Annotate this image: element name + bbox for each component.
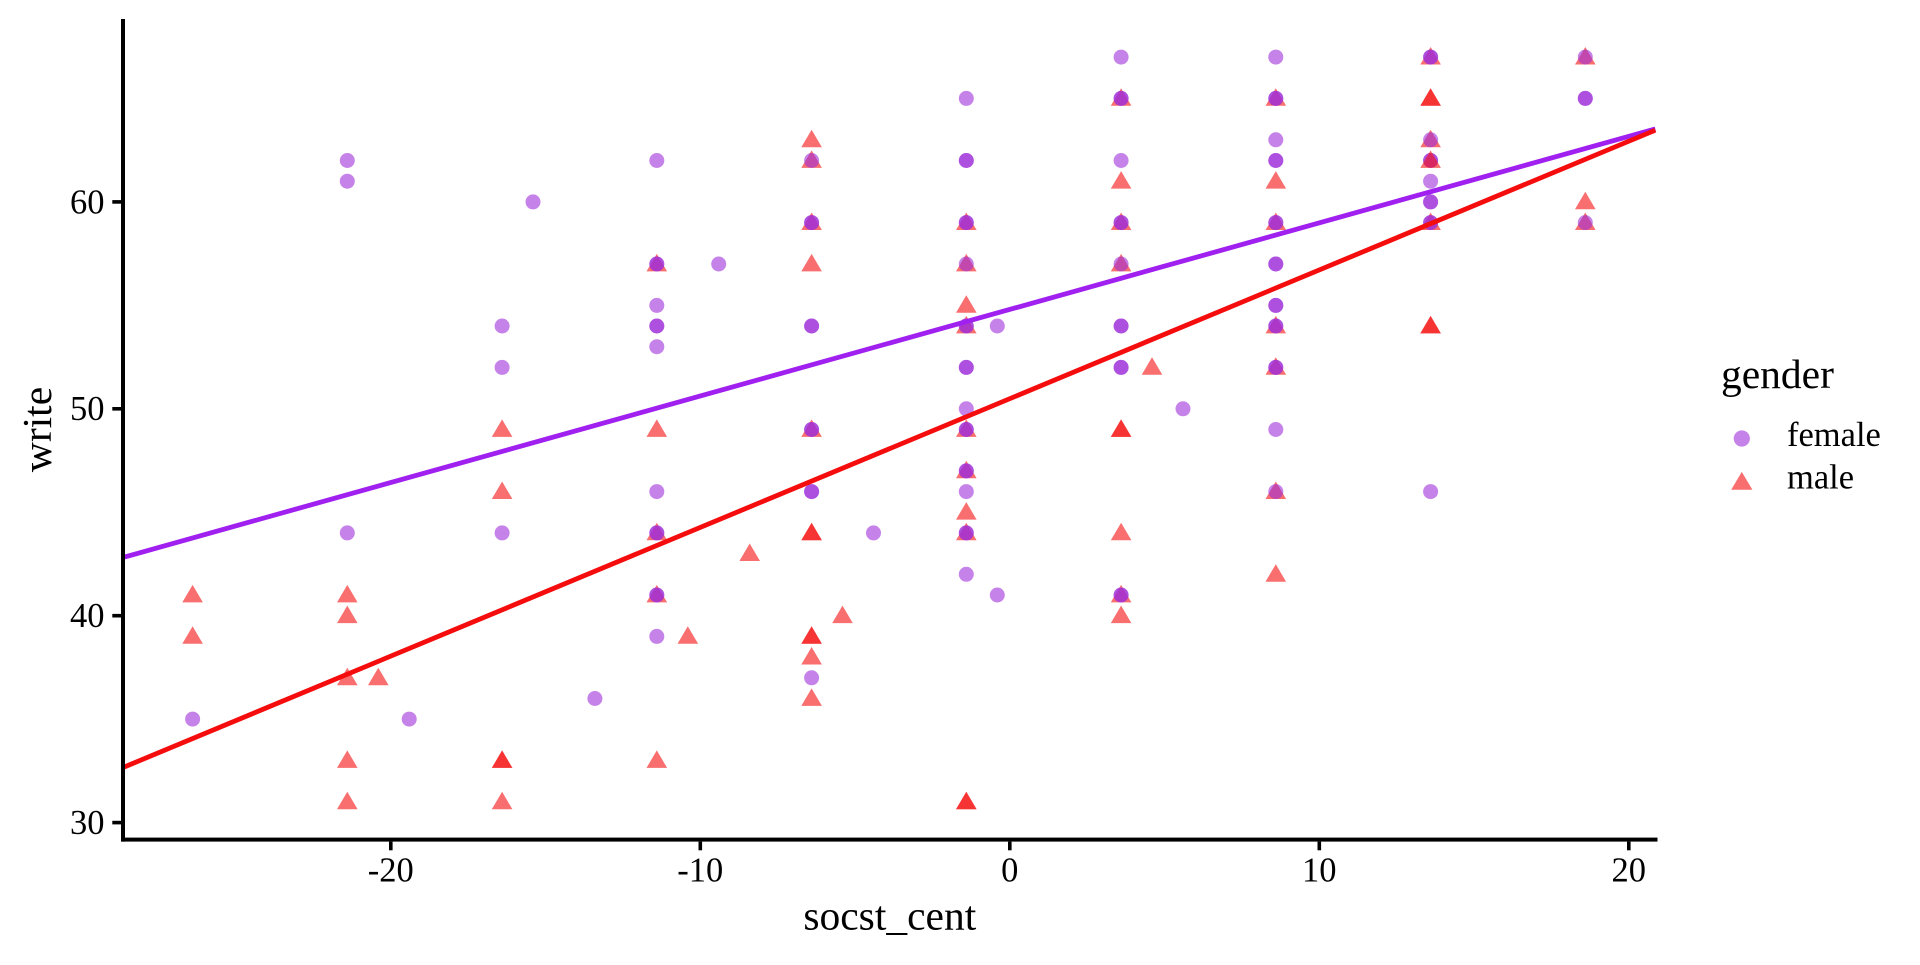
svg-text:-20: -20 [368, 852, 414, 890]
svg-text:gender: gender [1721, 351, 1834, 397]
svg-text:40: 40 [70, 597, 105, 635]
svg-text:50: 50 [70, 390, 105, 428]
svg-text:0: 0 [1001, 852, 1018, 890]
svg-text:10: 10 [1302, 852, 1337, 890]
svg-text:female: female [1787, 416, 1881, 454]
svg-text:20: 20 [1612, 852, 1647, 890]
svg-text:socst_cent: socst_cent [803, 893, 976, 939]
svg-text:30: 30 [70, 804, 105, 842]
svg-text:-10: -10 [677, 852, 723, 890]
svg-text:write: write [14, 387, 60, 472]
svg-text:male: male [1787, 459, 1854, 497]
svg-text:60: 60 [70, 183, 105, 221]
